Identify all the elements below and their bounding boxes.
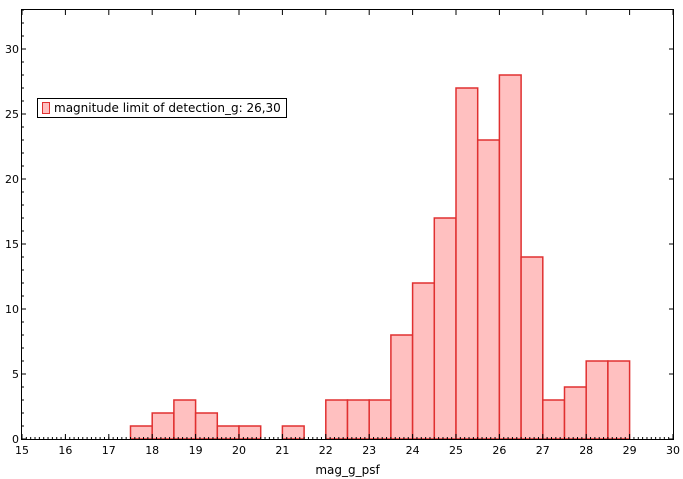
x-tick-label: 28: [579, 444, 593, 457]
histogram-bar: [325, 399, 349, 440]
y-tick-label: 15: [5, 238, 19, 251]
x-tick-label: 21: [275, 444, 289, 457]
histogram-bar: [281, 425, 305, 440]
y-tick-label: 20: [5, 173, 19, 186]
x-tick-label: 16: [58, 444, 72, 457]
histogram-bar: [433, 217, 457, 440]
histogram-bar: [476, 139, 501, 440]
x-tick-label: 23: [362, 444, 376, 457]
histogram-bar: [173, 399, 197, 440]
histogram-bar: [607, 360, 631, 440]
histogram-bar: [520, 256, 544, 440]
y-axis: 0 5 10 15 20 25 30: [5, 9, 673, 446]
y-tick-label: 30: [5, 43, 19, 56]
x-tick-label: 25: [449, 444, 463, 457]
x-tick-label: 24: [406, 444, 420, 457]
x-tick-label: 27: [536, 444, 550, 457]
histogram-bar: [542, 399, 566, 440]
histogram-bar: [151, 412, 175, 440]
plot-frame: [21, 9, 674, 440]
histogram-bar: [129, 425, 153, 440]
x-axis-label: mag_g_psf: [315, 463, 380, 477]
histogram-bar: [563, 386, 587, 440]
histogram-bar: [194, 412, 219, 440]
histogram-bar: [238, 425, 262, 440]
x-tick-label: 22: [319, 444, 333, 457]
x-tick-label: 17: [102, 444, 116, 457]
x-tick-label: 20: [232, 444, 246, 457]
histogram-bar: [585, 360, 609, 440]
histogram-bar: [216, 425, 240, 440]
y-tick-label: 5: [12, 368, 19, 381]
legend-label: magnitude limit of detection_g: 26,30: [54, 101, 281, 115]
legend-swatch: [42, 102, 50, 114]
x-tick-label: 30: [666, 444, 680, 457]
x-tick-label: 18: [145, 444, 159, 457]
histogram-bars: [129, 74, 631, 440]
x-tick-label: 29: [623, 444, 637, 457]
histogram-bar: [411, 282, 436, 440]
histogram-bar: [368, 399, 392, 440]
x-tick-label: 26: [492, 444, 506, 457]
x-tick-label: 19: [189, 444, 203, 457]
legend: magnitude limit of detection_g: 26,30: [37, 98, 287, 118]
y-tick-label: 10: [5, 303, 19, 316]
y-tick-label: 0: [12, 433, 19, 446]
x-tick-label: 15: [15, 444, 29, 457]
x-axis: 15 16 17 18 19 20 21 22 23 24 25 26 27 28 29 30: [15, 10, 680, 457]
y-tick-label: 25: [5, 108, 19, 121]
histogram-bar: [346, 399, 370, 440]
histogram-bar: [390, 334, 414, 440]
histogram-bar: [498, 74, 522, 440]
histogram-bar: [455, 87, 479, 440]
